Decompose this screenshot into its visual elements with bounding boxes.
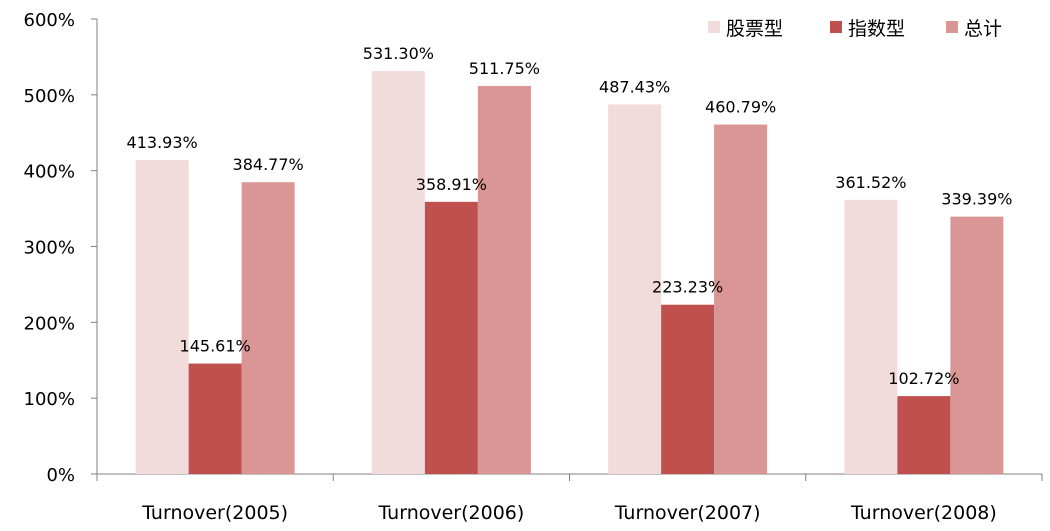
x-category-label: Turnover(2005) [141,502,288,524]
bar-股票型 [844,199,898,474]
y-tick-label: 200% [24,313,75,334]
bar-股票型 [135,160,189,474]
data-label: 531.30% [363,44,434,63]
x-axis: Turnover(2005) Turnover(2006) Turnover(200… [96,473,1043,524]
legend-swatch [830,21,842,33]
legend-label: 股票型 [726,18,783,40]
y-tick-label: 300% [24,238,75,259]
data-label: 460.79% [705,98,776,117]
bar-总计 [714,124,768,475]
y-tick-label: 600% [24,10,75,31]
y-tick-label: 100% [24,389,75,410]
bar-总计 [241,182,295,475]
x-category-label: Turnover(2007) [614,502,761,524]
bar-指数型 [424,201,478,474]
bar-总计 [950,216,1004,474]
y-tick-label: 0% [46,465,75,486]
x-category-label: Turnover(2008) [850,502,997,524]
y-axis: 0% 100% 200% 300% 400% 500% 600% [24,10,98,486]
data-label: 511.75% [469,59,540,78]
legend-swatch [708,21,720,33]
bar-指数型 [188,363,242,474]
data-label: 223.23% [652,278,723,297]
data-label: 384.77% [233,155,304,174]
y-tick-label: 500% [24,86,75,107]
bar-指数型 [897,396,951,474]
legend: 股票型 指数型 总计 [708,18,1002,40]
data-label: 487.43% [599,77,670,96]
bar-股票型 [608,104,662,474]
data-label: 413.93% [127,133,198,152]
legend-swatch [946,21,958,33]
y-tick-label: 400% [24,162,75,183]
data-label: 145.61% [180,337,251,356]
data-label: 361.52% [835,173,906,192]
data-label: 102.72% [888,369,959,388]
x-category-label: Turnover(2006) [377,502,524,524]
bar-指数型 [661,304,715,474]
data-label: 358.91% [416,175,487,194]
bar-总计 [477,85,531,475]
bar-股票型 [371,71,425,474]
legend-label: 指数型 [848,18,905,40]
data-label: 339.39% [941,190,1012,209]
bars [135,71,1004,475]
data-labels: 413.93% 145.61% 384.77% 531.30% 358.91% 511.7… [127,44,1013,388]
legend-label: 总计 [964,18,1002,40]
